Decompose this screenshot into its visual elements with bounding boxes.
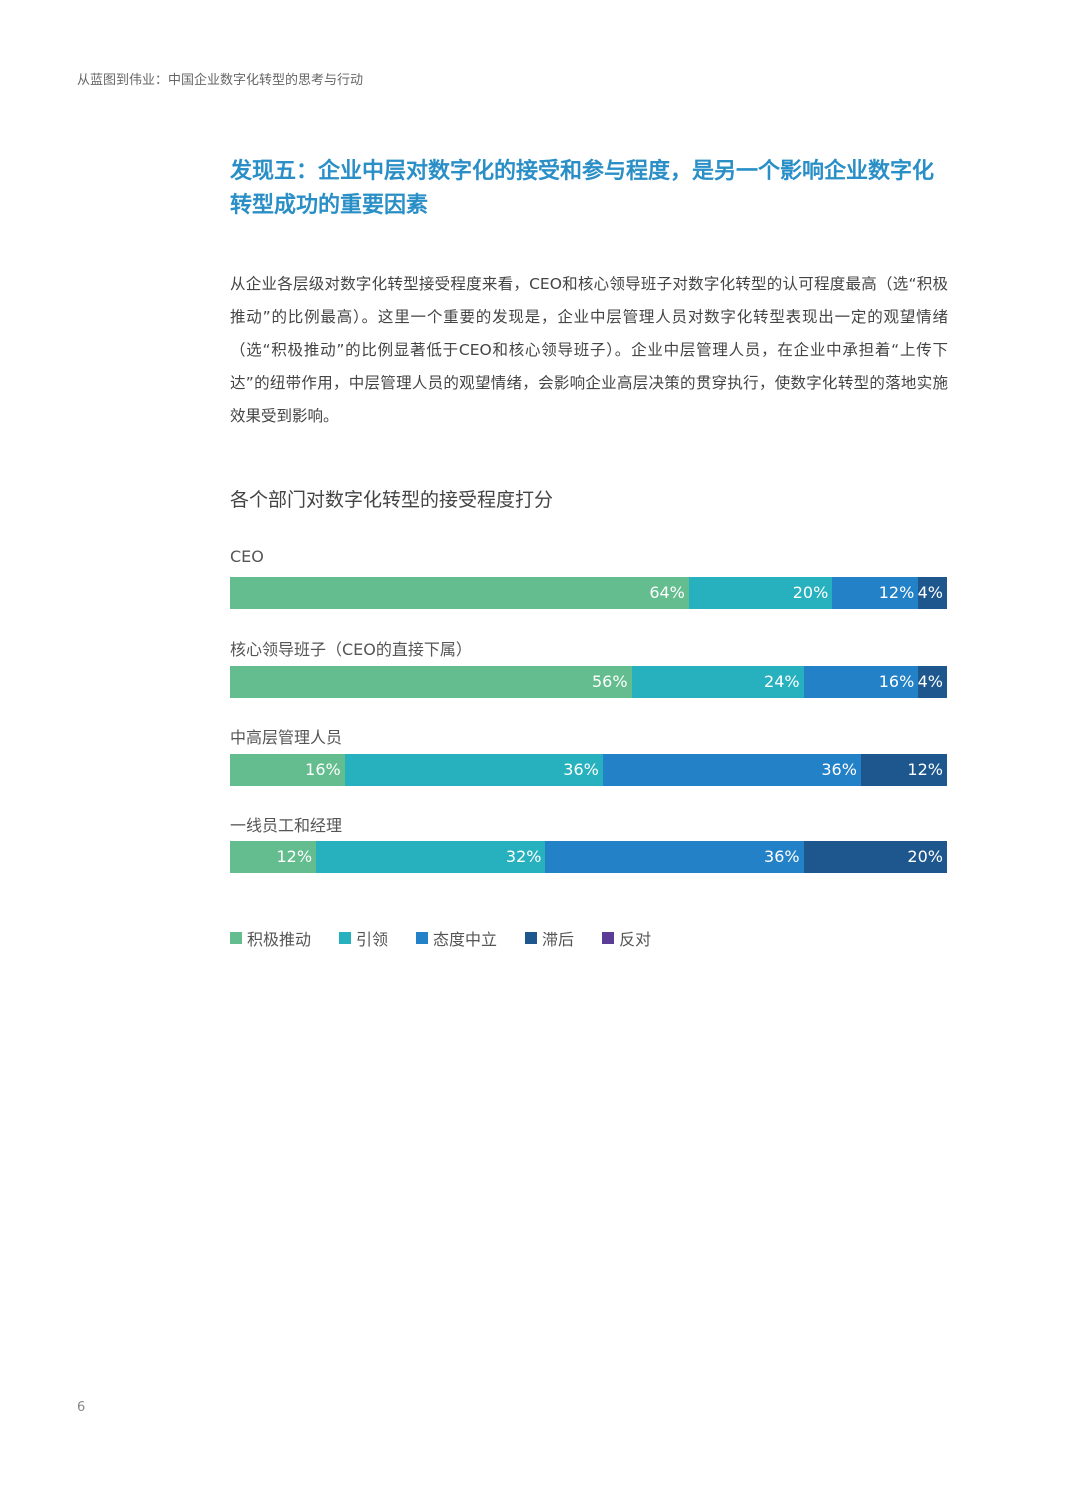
bar-segment: 36% (602, 754, 861, 786)
chart-legend: 积极推动 引领 态度中立 滞后 反对 (230, 926, 679, 950)
data-label: 64% (649, 583, 685, 602)
data-label: 32% (505, 847, 542, 866)
bar-segment: 36% (545, 841, 804, 873)
legend-item: 积极推动 (230, 926, 311, 950)
legend-item: 引领 (339, 926, 388, 950)
legend-label: 引领 (356, 930, 389, 949)
legend-swatch (230, 932, 242, 944)
bar-row: 56% 24% 16% 4% (230, 666, 947, 698)
category-label: 核心领导班子（CEO的直接下属） (230, 640, 472, 659)
data-label: 12% (878, 583, 915, 602)
legend-label: 态度中立 (433, 930, 498, 949)
bar-segment: 64% (230, 577, 689, 609)
bar-segment: 12% (230, 841, 317, 873)
legend-swatch (602, 932, 615, 944)
bar-segment: 16% (230, 754, 345, 786)
category-label: CEO (230, 547, 264, 566)
bar-row: 12% 32% 36% 20% (230, 841, 947, 873)
bar-segment: 20% (803, 841, 947, 873)
data-label: 36% (821, 760, 857, 779)
legend-label: 滞后 (542, 930, 575, 949)
data-label: 36% (764, 847, 800, 866)
data-label: 12% (276, 847, 313, 866)
data-label: 56% (591, 672, 628, 691)
data-label: 24% (764, 672, 800, 691)
legend-label: 积极推动 (247, 930, 312, 949)
bar-segment: 16% (803, 666, 919, 698)
bar-segment: 4% (918, 577, 947, 609)
data-label: 4% (917, 672, 943, 691)
bar-segment: 20% (688, 577, 833, 609)
data-label: 20% (907, 847, 943, 866)
bar-segment: 24% (631, 666, 804, 698)
data-label: 4% (917, 583, 943, 602)
body-paragraph: 从企业各层级对数字化转型接受程度来看，CEO和核心领导班子对数字化转型的认可程度… (230, 275, 948, 425)
bar-segment: 56% (230, 666, 632, 698)
legend-label: 反对 (619, 930, 652, 949)
data-label: 12% (907, 760, 943, 779)
data-label: 36% (563, 760, 599, 779)
legend-swatch (525, 932, 538, 944)
bar-row: 16% 36% 36% 12% (230, 754, 947, 786)
section-title: 发现五：企业中层对数字化的接受和参与程度，是另一个影响企业数字化转型成功的重要因… (230, 159, 935, 218)
chart-title: 各个部门对数字化转型的接受程度打分 (230, 489, 554, 511)
bar-segment: 12% (860, 754, 947, 786)
category-label: 中高层管理人员 (230, 728, 343, 747)
legend-item: 反对 (602, 926, 651, 950)
running-header: 从蓝图到伟业：中国企业数字化转型的思考与行动 (77, 73, 364, 88)
data-label: 20% (792, 583, 829, 602)
category-label: 一线员工和经理 (230, 816, 343, 835)
legend-swatch (339, 932, 352, 944)
page-number: 6 (77, 1400, 86, 1415)
bar-segment: 4% (918, 666, 947, 698)
bar-segment: 36% (344, 754, 603, 786)
data-label: 16% (305, 760, 341, 779)
bar-segment: 12% (832, 577, 919, 609)
legend-item: 滞后 (525, 926, 574, 950)
bar-segment: 32% (316, 841, 546, 873)
legend-item: 态度中立 (416, 926, 497, 950)
data-label: 16% (878, 672, 915, 691)
bar-row: 64% 20% 12% 4% (230, 577, 947, 609)
legend-swatch (416, 932, 429, 944)
